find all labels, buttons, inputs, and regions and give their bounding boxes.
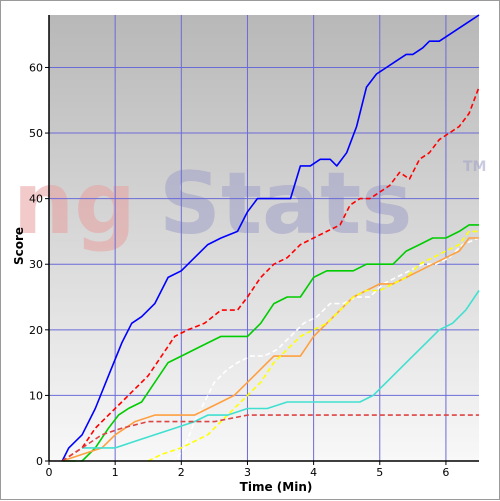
watermark-trademark: TM xyxy=(463,159,486,175)
grid-lines xyxy=(49,15,479,461)
y-tick-label: 50 xyxy=(29,127,43,140)
series-line-1 xyxy=(61,14,480,462)
axes xyxy=(45,15,479,465)
x-tick-label: 1 xyxy=(112,466,119,479)
series-layer xyxy=(61,14,480,462)
y-tick-label: 0 xyxy=(36,455,43,468)
series-line-8 xyxy=(61,414,479,462)
plot-area xyxy=(49,15,479,461)
x-tick-label: 0 xyxy=(46,466,53,479)
series-line-5 xyxy=(61,237,479,462)
series-line-6 xyxy=(147,230,479,462)
x-tick-label: 5 xyxy=(376,466,383,479)
x-tick-label: 4 xyxy=(310,466,317,479)
x-tick-label: 2 xyxy=(178,466,185,479)
y-axis-label: Score xyxy=(12,227,26,265)
x-axis-label: Time (Min) xyxy=(240,480,313,494)
y-tick-label: 40 xyxy=(29,193,43,206)
y-tick-label: 30 xyxy=(29,258,43,271)
series-line-7 xyxy=(82,290,480,449)
series-line-3 xyxy=(62,224,479,462)
y-tick-label: 60 xyxy=(29,61,43,74)
watermark-text-right: Stats xyxy=(159,154,412,254)
y-tick-label: 10 xyxy=(29,389,43,402)
series-line-2 xyxy=(61,86,480,462)
x-tick-label: 6 xyxy=(442,466,449,479)
y-tick-label: 20 xyxy=(29,324,43,337)
x-tick-label: 3 xyxy=(244,466,251,479)
